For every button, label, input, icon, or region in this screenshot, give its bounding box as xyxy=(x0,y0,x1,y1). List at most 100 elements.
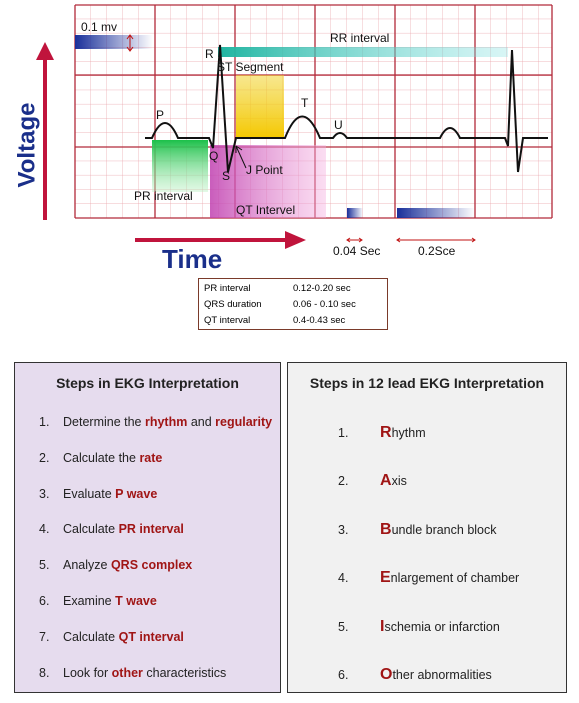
voltage-arrowhead xyxy=(36,42,54,60)
panel-title: Steps in EKG Interpretation xyxy=(56,375,239,391)
step-rest: schemia or infarction xyxy=(384,619,500,634)
step-part: Calculate the xyxy=(63,450,140,465)
y-axis-label: Voltage xyxy=(13,103,40,188)
step-text: Examine T wave xyxy=(63,594,157,608)
rr-label: RR interval xyxy=(330,31,389,45)
u-label: U xyxy=(334,118,343,132)
step-number: 4. xyxy=(39,522,50,537)
step-letter: I xyxy=(380,617,385,635)
q-label: Q xyxy=(209,149,218,163)
step-number: 5. xyxy=(39,558,50,573)
step-rest: undle branch block xyxy=(391,522,497,537)
step-highlight: QT interval xyxy=(118,629,184,644)
step-number: 1. xyxy=(338,426,349,440)
step-text: Calculate QT interval xyxy=(63,630,184,644)
step-letter: A xyxy=(380,472,392,490)
step-rest: ther abnormalities xyxy=(392,668,492,682)
x-axis-label: Time xyxy=(162,244,222,274)
mv-label: 0.1 mv xyxy=(81,20,117,34)
large-box-arrow xyxy=(396,237,476,243)
left-panel: Steps in EKG Interpretation 1. Determine t… xyxy=(14,362,281,693)
pr-label: PR interval xyxy=(134,189,193,203)
step-text: Calculate the rate xyxy=(63,451,162,465)
step-text: Ischemia or infarction xyxy=(380,618,500,636)
step-part: Examine xyxy=(63,594,116,608)
step-part: characteristics xyxy=(142,665,227,680)
table-value: 0.4-0.43 sec xyxy=(293,315,346,326)
st-box xyxy=(236,75,284,138)
table-label: QRS duration xyxy=(204,299,262,310)
step-rest: nlargement of chamber xyxy=(390,571,520,586)
j-arrow xyxy=(235,145,247,169)
small-box-arrow xyxy=(346,237,363,243)
step-part: Calculate xyxy=(63,522,119,537)
small-box-bar xyxy=(347,208,363,218)
j-label: J Point xyxy=(246,163,283,177)
step-letter: O xyxy=(380,666,393,683)
small-box-label: 0.04 Sec xyxy=(333,244,380,258)
ekg-trace xyxy=(145,44,548,173)
step-part: Analyze xyxy=(63,558,111,573)
large-box-bar xyxy=(397,208,475,218)
s-label: S xyxy=(222,169,230,183)
step-highlight: P wave xyxy=(115,486,158,501)
large-box-label: 0.2Sce xyxy=(418,244,456,258)
step-highlight: T wave xyxy=(115,594,157,608)
step-text: Evaluate P wave xyxy=(63,487,157,501)
step-text: Calculate PR interval xyxy=(63,522,184,536)
panel-title: Steps in 12 lead EKG Interpretation xyxy=(309,375,545,391)
step-part: Evaluate xyxy=(63,486,116,501)
table-value: 0.12-0.20 sec xyxy=(293,283,351,294)
ekg-diagram: 0.1 mv RR interval R ST Segment P T U Q … xyxy=(13,4,553,274)
step-number: 6. xyxy=(338,668,349,682)
qt-box xyxy=(210,145,326,218)
st-label: ST Segment xyxy=(217,60,284,74)
step-rest: hythm xyxy=(391,426,426,440)
step-number: 3. xyxy=(39,486,50,501)
interval-table: PR interval 0.12-0.20 sec QRS duration 0.06… xyxy=(198,278,388,330)
t-label: T xyxy=(301,96,309,110)
step-number: 2. xyxy=(338,474,349,489)
step-number: 8. xyxy=(39,665,50,680)
step-number: 4. xyxy=(338,571,349,586)
r-label: R xyxy=(205,47,214,61)
step-part: Look for xyxy=(63,665,112,680)
rr-bar xyxy=(218,47,508,57)
step-number: 5. xyxy=(338,619,349,634)
step-highlight: PR interval xyxy=(118,522,184,537)
table-value: 0.06 - 0.10 sec xyxy=(293,299,356,310)
qt-label: QT Intervel xyxy=(236,203,295,217)
time-arrowhead xyxy=(285,231,306,249)
mv-arrow xyxy=(126,34,134,52)
step-number: 2. xyxy=(39,450,50,465)
pr-box xyxy=(152,140,208,192)
step-rest: xis xyxy=(391,474,407,489)
step-number: 3. xyxy=(338,522,349,537)
step-number: 1. xyxy=(39,415,50,429)
step-text: Determine the rhythm and regularity xyxy=(63,415,272,429)
step-highlight: rate xyxy=(139,450,163,465)
step-text: Bundle branch block xyxy=(380,521,497,539)
step-number: 6. xyxy=(39,594,50,608)
step-text: Rhythm xyxy=(380,424,426,442)
step-letter: R xyxy=(380,424,392,441)
step-text: Enlargement of chamber xyxy=(380,569,519,587)
step-part: and xyxy=(187,415,216,429)
step-highlight: QRS complex xyxy=(110,558,193,573)
mv-bar xyxy=(75,35,153,49)
step-letter: E xyxy=(380,569,391,587)
step-text: Look for other characteristics xyxy=(63,666,226,680)
step-number: 7. xyxy=(39,629,50,644)
step-text: Other abnormalities xyxy=(380,666,492,684)
step-part: Determine the xyxy=(63,415,145,429)
step-highlight: other xyxy=(111,665,143,680)
step-highlight: rhythm xyxy=(144,415,188,429)
table-label: PR interval xyxy=(204,283,251,294)
step-text: Analyze QRS complex xyxy=(63,558,192,572)
step-highlight: regularity xyxy=(215,415,273,429)
p-label: P xyxy=(156,108,164,122)
step-part: Calculate xyxy=(63,629,119,644)
right-panel: Steps in 12 lead EKG Interpretation 1. Rhy… xyxy=(287,362,567,693)
step-text: Axis xyxy=(380,472,407,490)
